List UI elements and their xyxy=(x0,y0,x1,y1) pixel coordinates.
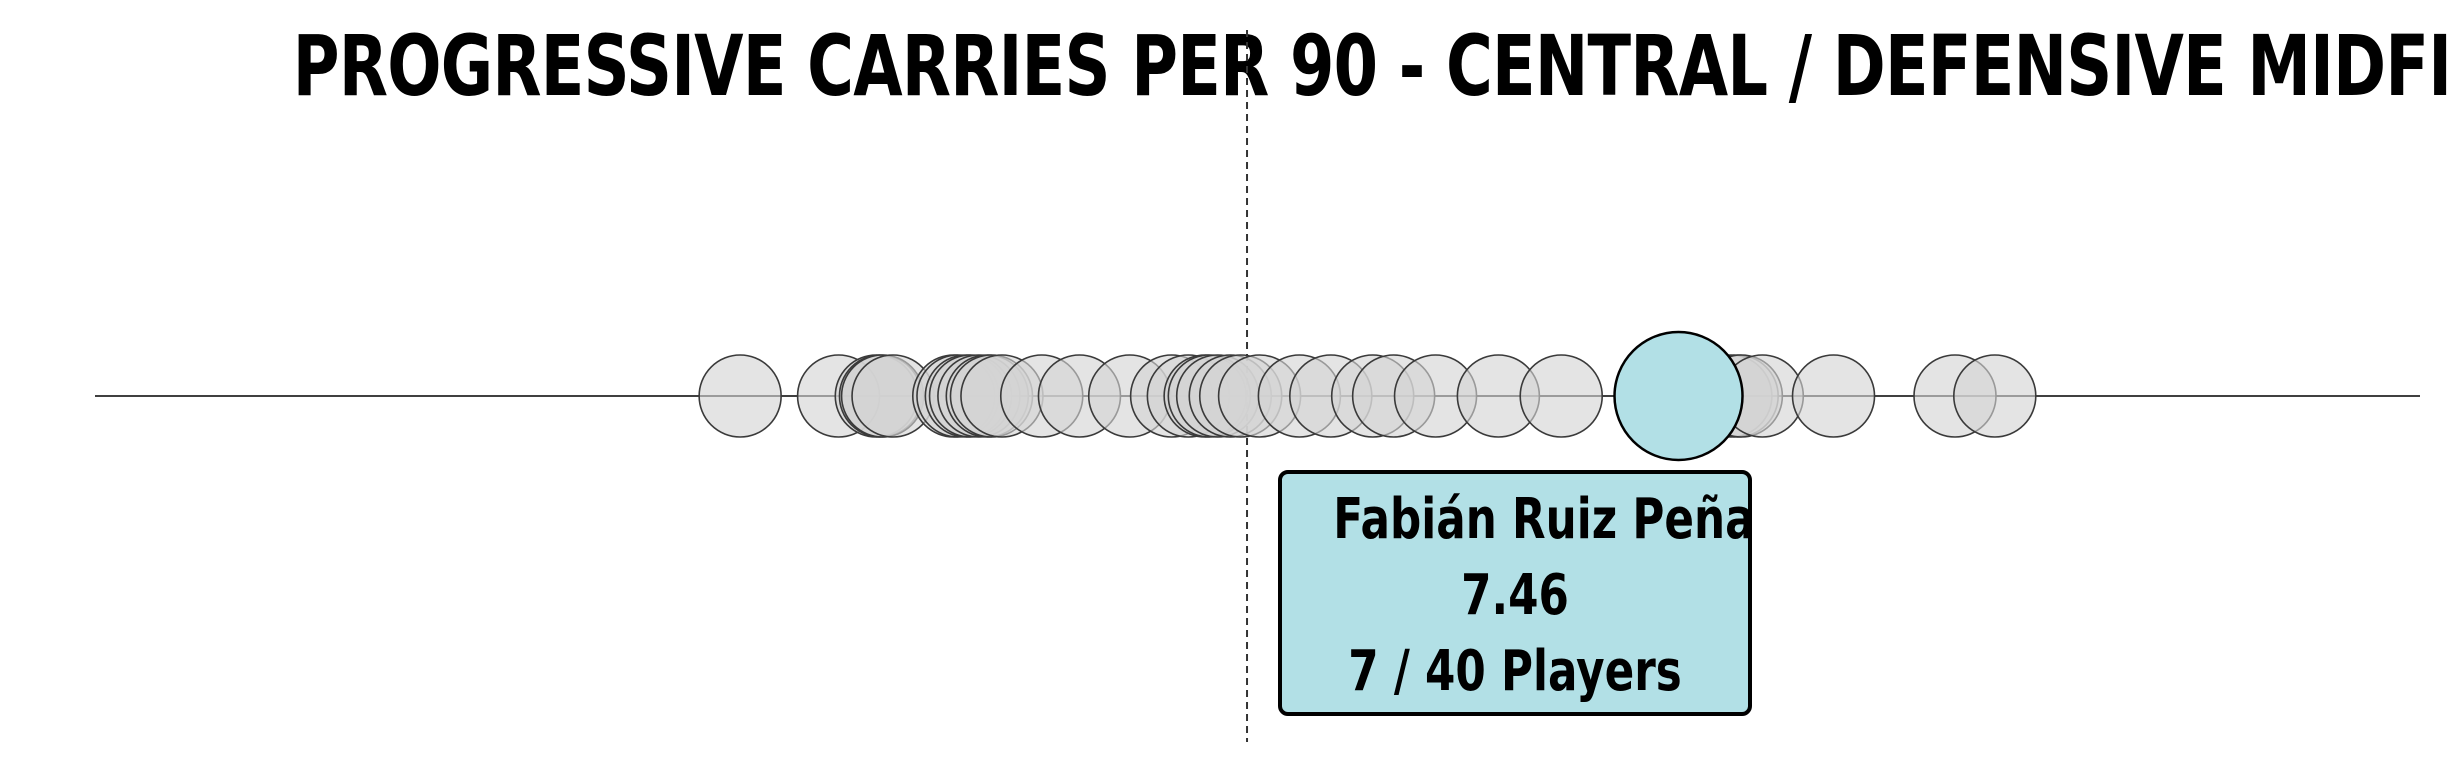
data-point xyxy=(1791,354,1876,438)
points-group xyxy=(698,330,2037,462)
chart-title: PROGRESSIVE CARRIES PER 90 - CENTRAL / D… xyxy=(292,17,2450,115)
highlight-point xyxy=(1613,330,1744,462)
highlight-player-name: Fabián Ruiz Peña xyxy=(1333,487,1755,552)
data-point xyxy=(698,354,782,438)
data-point xyxy=(1952,354,2037,438)
highlight-label-box: Fabián Ruiz Peña 7.46 7 / 40 Players xyxy=(1278,470,1755,716)
data-point xyxy=(1519,354,1604,438)
highlight-rank: 7 / 40 Players xyxy=(1348,639,1682,704)
highlight-value: 7.46 xyxy=(1461,563,1569,628)
